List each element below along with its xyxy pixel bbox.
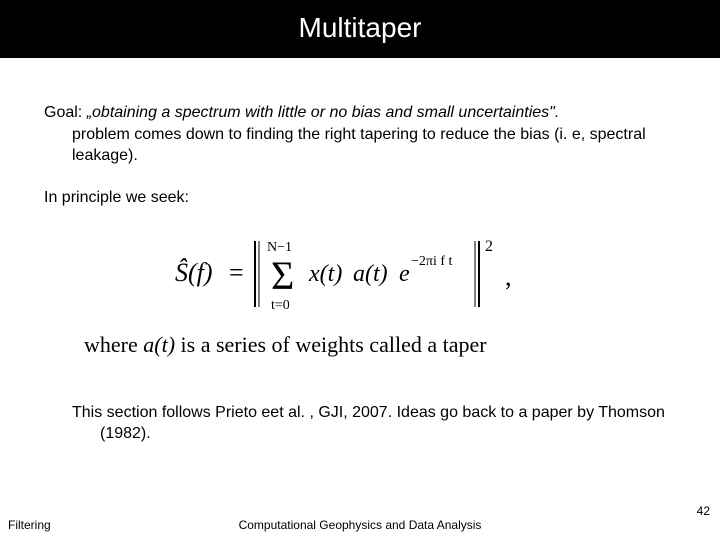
- formula-power: 2: [485, 238, 493, 255]
- formula-block: Ŝ(f) = Σ N−1 t=0 x(t) a(t) e −2πi f t: [44, 235, 676, 318]
- slide-title: Multitaper: [0, 12, 720, 44]
- slide-content: Goal: „obtaining a spectrum with little …: [0, 58, 720, 445]
- formula-svg: Ŝ(f) = Σ N−1 t=0 x(t) a(t) e −2πi f t: [175, 235, 545, 313]
- slide-header: Multitaper: [0, 0, 720, 58]
- slide-footer: Filtering Computational Geophysics and D…: [0, 518, 720, 532]
- goal-rest: problem comes down to finding the right …: [44, 124, 676, 167]
- formula-lhs: Ŝ(f): [175, 258, 213, 287]
- formula-e: e: [399, 261, 410, 287]
- goal-paragraph: Goal: „obtaining a spectrum with little …: [44, 102, 676, 167]
- formula-at: a(t): [353, 261, 388, 287]
- footer-center: Computational Geophysics and Data Analys…: [0, 518, 720, 532]
- citation-paragraph: This section follows Prieto eet al. , GJ…: [72, 402, 676, 445]
- svg-text:Σ: Σ: [271, 253, 294, 298]
- principle-line: In principle we seek:: [44, 189, 676, 207]
- svg-text:=: =: [229, 258, 244, 287]
- where-line: where a(t) is a series of weights called…: [44, 332, 676, 358]
- goal-quote: „obtaining a spectrum with little or no …: [87, 104, 560, 121]
- formula-comma: ,: [505, 262, 512, 291]
- where-rest: is a series of weights called a taper: [175, 332, 487, 357]
- goal-label: Goal:: [44, 104, 87, 121]
- where-a: a(t): [143, 332, 175, 357]
- where-prefix: where: [84, 332, 143, 357]
- footer-page-number: 42: [697, 504, 710, 518]
- formula-xt: x(t): [308, 261, 342, 287]
- formula-exp-sup: −2πi f t: [411, 254, 453, 269]
- sum-upper: N−1: [267, 240, 292, 255]
- sum-lower: t=0: [271, 298, 290, 313]
- footer-left: Filtering: [8, 518, 51, 532]
